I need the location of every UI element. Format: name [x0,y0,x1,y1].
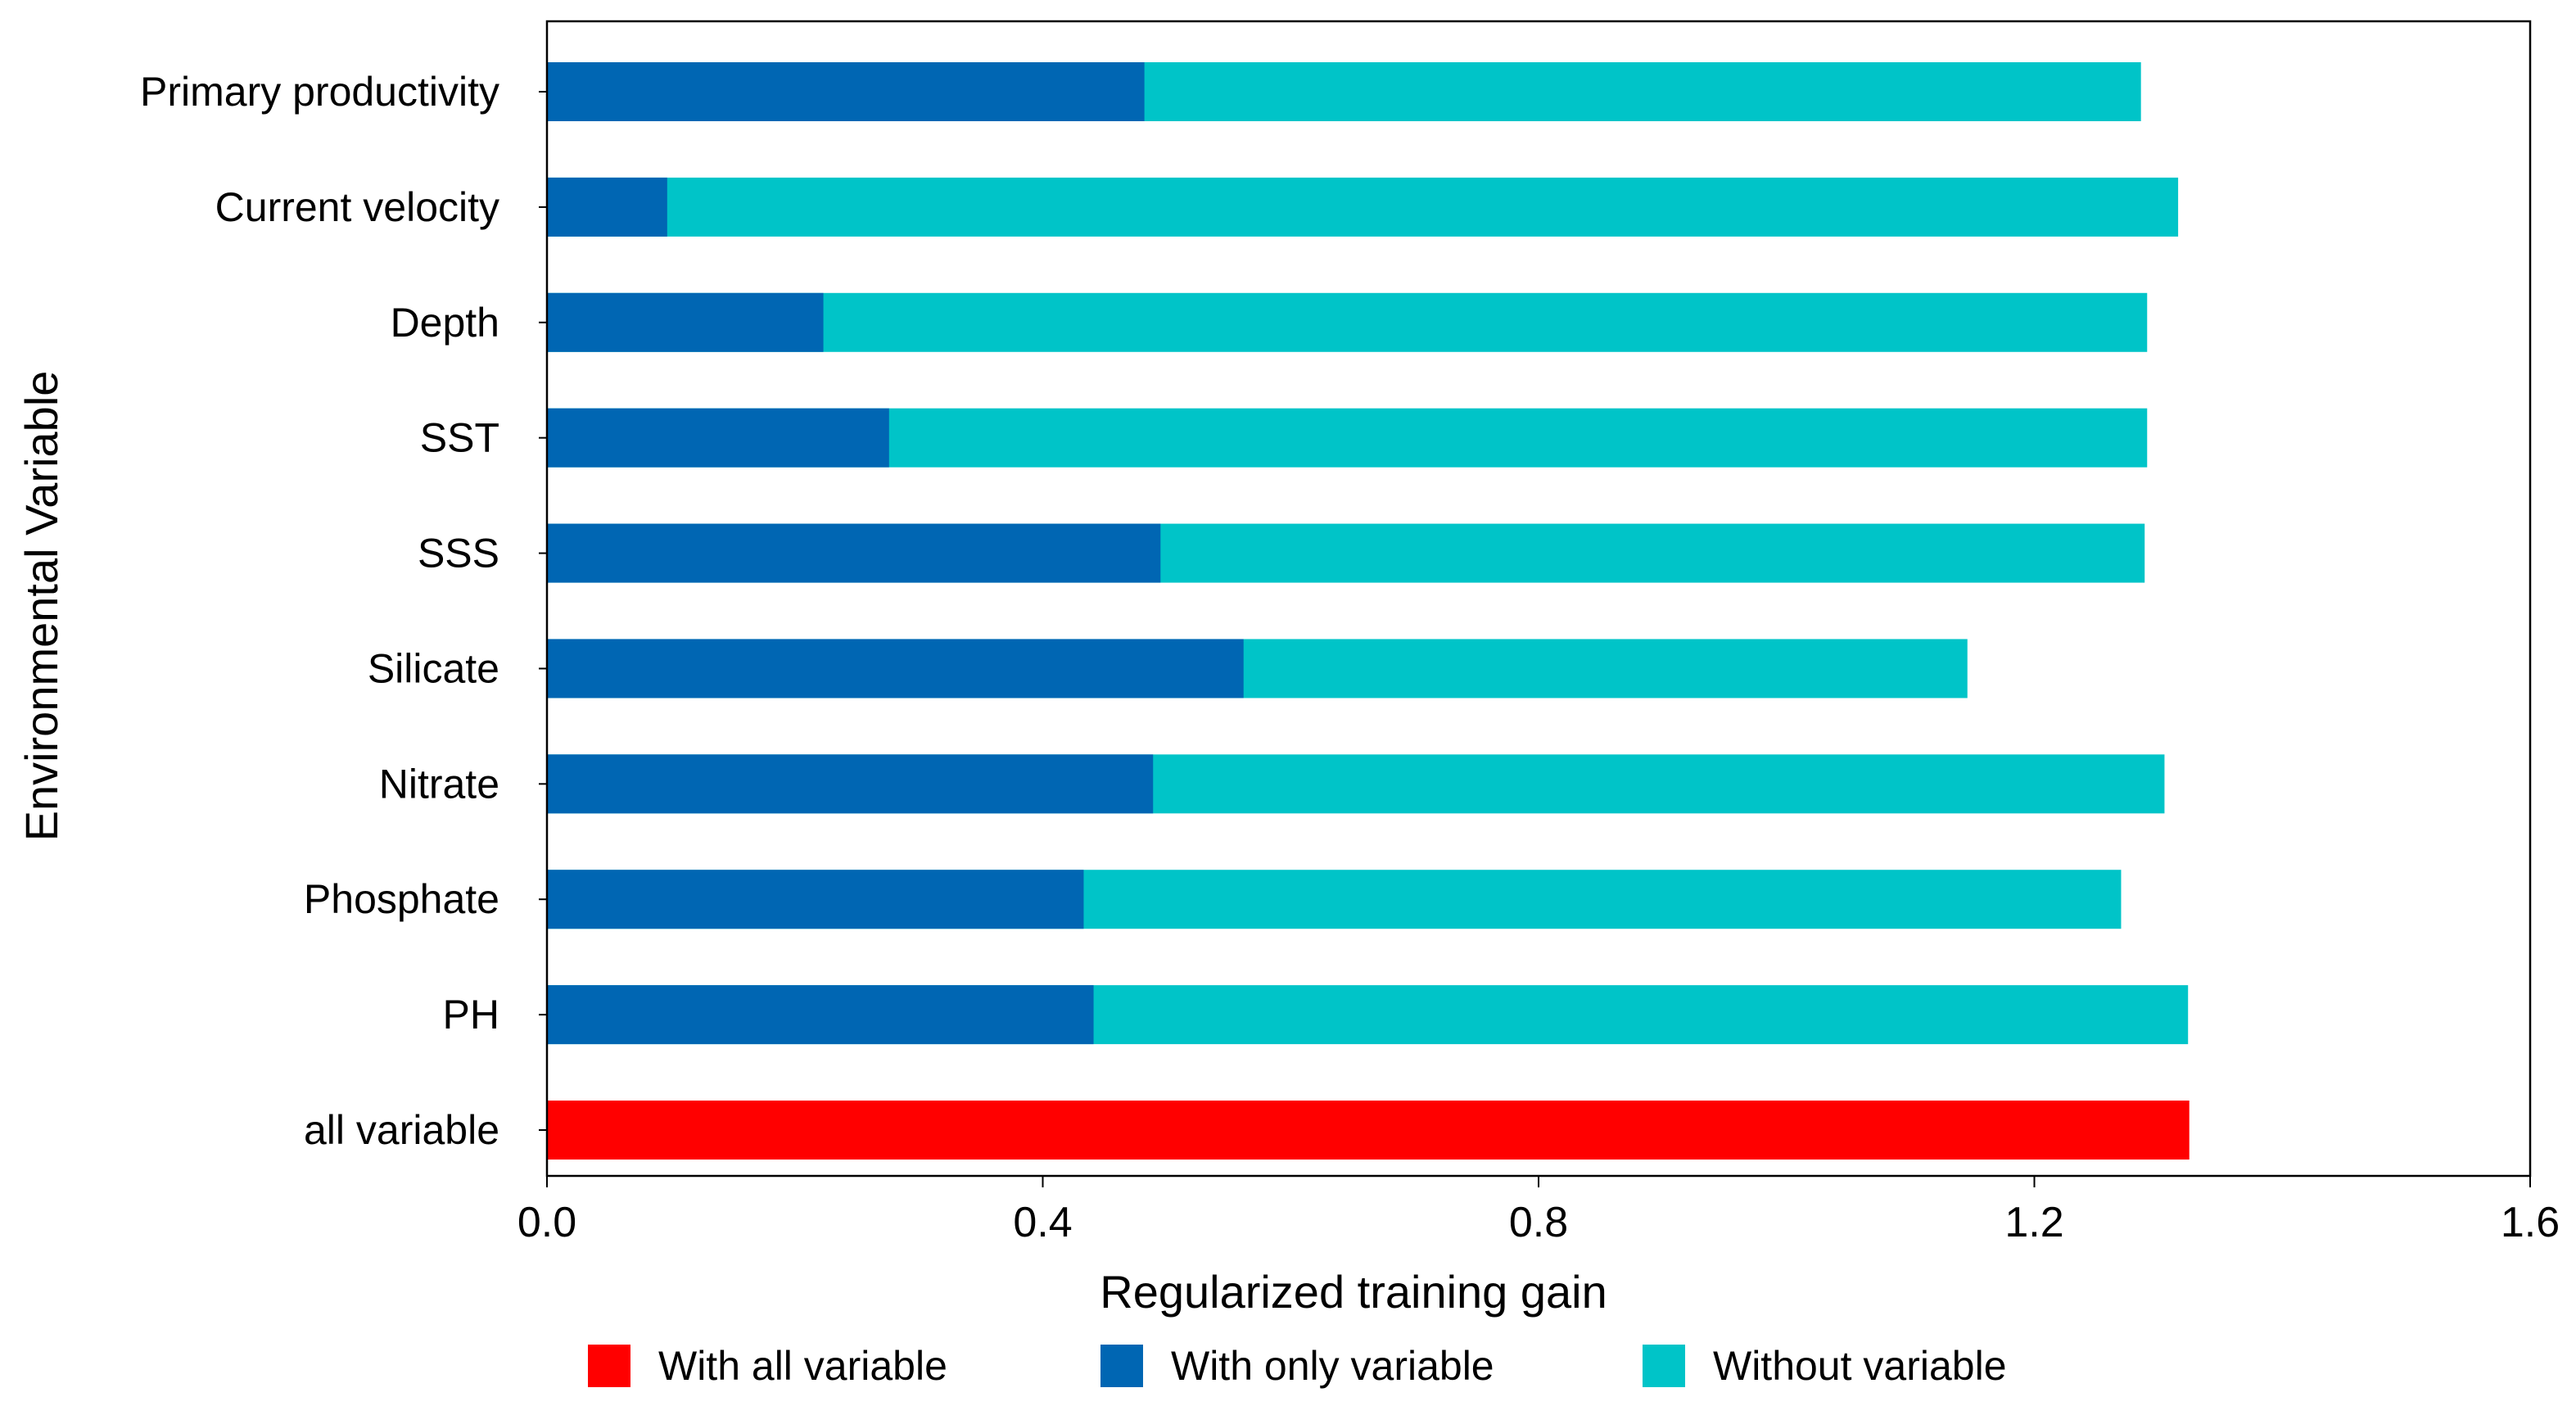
y-tick-label: Depth [391,300,499,346]
bar-current-velocity-with-only-variable [547,177,667,237]
legend-swatch-with-all-variable [588,1345,630,1387]
bar-primary-productivity-with-only-variable [547,62,1145,121]
y-tick-label: PH [443,992,499,1038]
x-axis-ticks: 0.0 0.4 0.8 1.2 1.6 [517,1176,2560,1246]
legend-swatch-without-variable [1643,1345,1685,1387]
x-axis-title: Regularized training gain [1100,1266,1607,1318]
y-tick-label: Silicate [368,645,499,691]
bar-ph-with-only-variable [547,985,1094,1045]
y-tick-label: Phosphate [304,876,499,922]
bars-group [547,62,2190,1160]
y-tick-label: Primary productivity [140,69,499,115]
x-tick-label: 1.2 [2004,1199,2063,1246]
bar-sss-with-only-variable [547,523,1161,583]
bar-nitrate-with-only-variable [547,754,1154,814]
y-tick-label: SSS [418,531,499,576]
bar-current-velocity-without-variable [547,177,2179,237]
x-tick-label: 0.8 [1509,1199,1568,1246]
y-axis-ticks [539,91,547,1131]
y-axis-labels: Primary productivity Current velocity Dept… [140,69,499,1153]
legend-label-with-only-variable: With only variable [1171,1343,1494,1389]
x-tick-label: 0.0 [517,1199,576,1246]
y-tick-label: SST [420,415,499,461]
legend-swatch-with-only-variable [1100,1345,1143,1387]
x-tick-label: 0.4 [1013,1199,1072,1246]
bar-all-variable-with-all-variable [547,1101,2190,1160]
legend-label-without-variable: Without variable [1713,1343,2007,1389]
y-tick-label: Current velocity [215,184,499,230]
bar-phosphate-with-only-variable [547,870,1084,929]
legend-label-with-all-variable: With all variable [658,1343,947,1389]
x-tick-label: 1.6 [2501,1199,2560,1246]
bar-sst-with-only-variable [547,408,889,468]
legend: With all variable With only variable Witho… [588,1343,2007,1389]
y-tick-label: all variable [304,1107,499,1153]
bar-depth-with-only-variable [547,292,824,352]
y-axis-title: Environmental Variable [16,371,67,842]
bar-silicate-with-only-variable [547,639,1244,698]
y-tick-label: Nitrate [379,761,499,807]
